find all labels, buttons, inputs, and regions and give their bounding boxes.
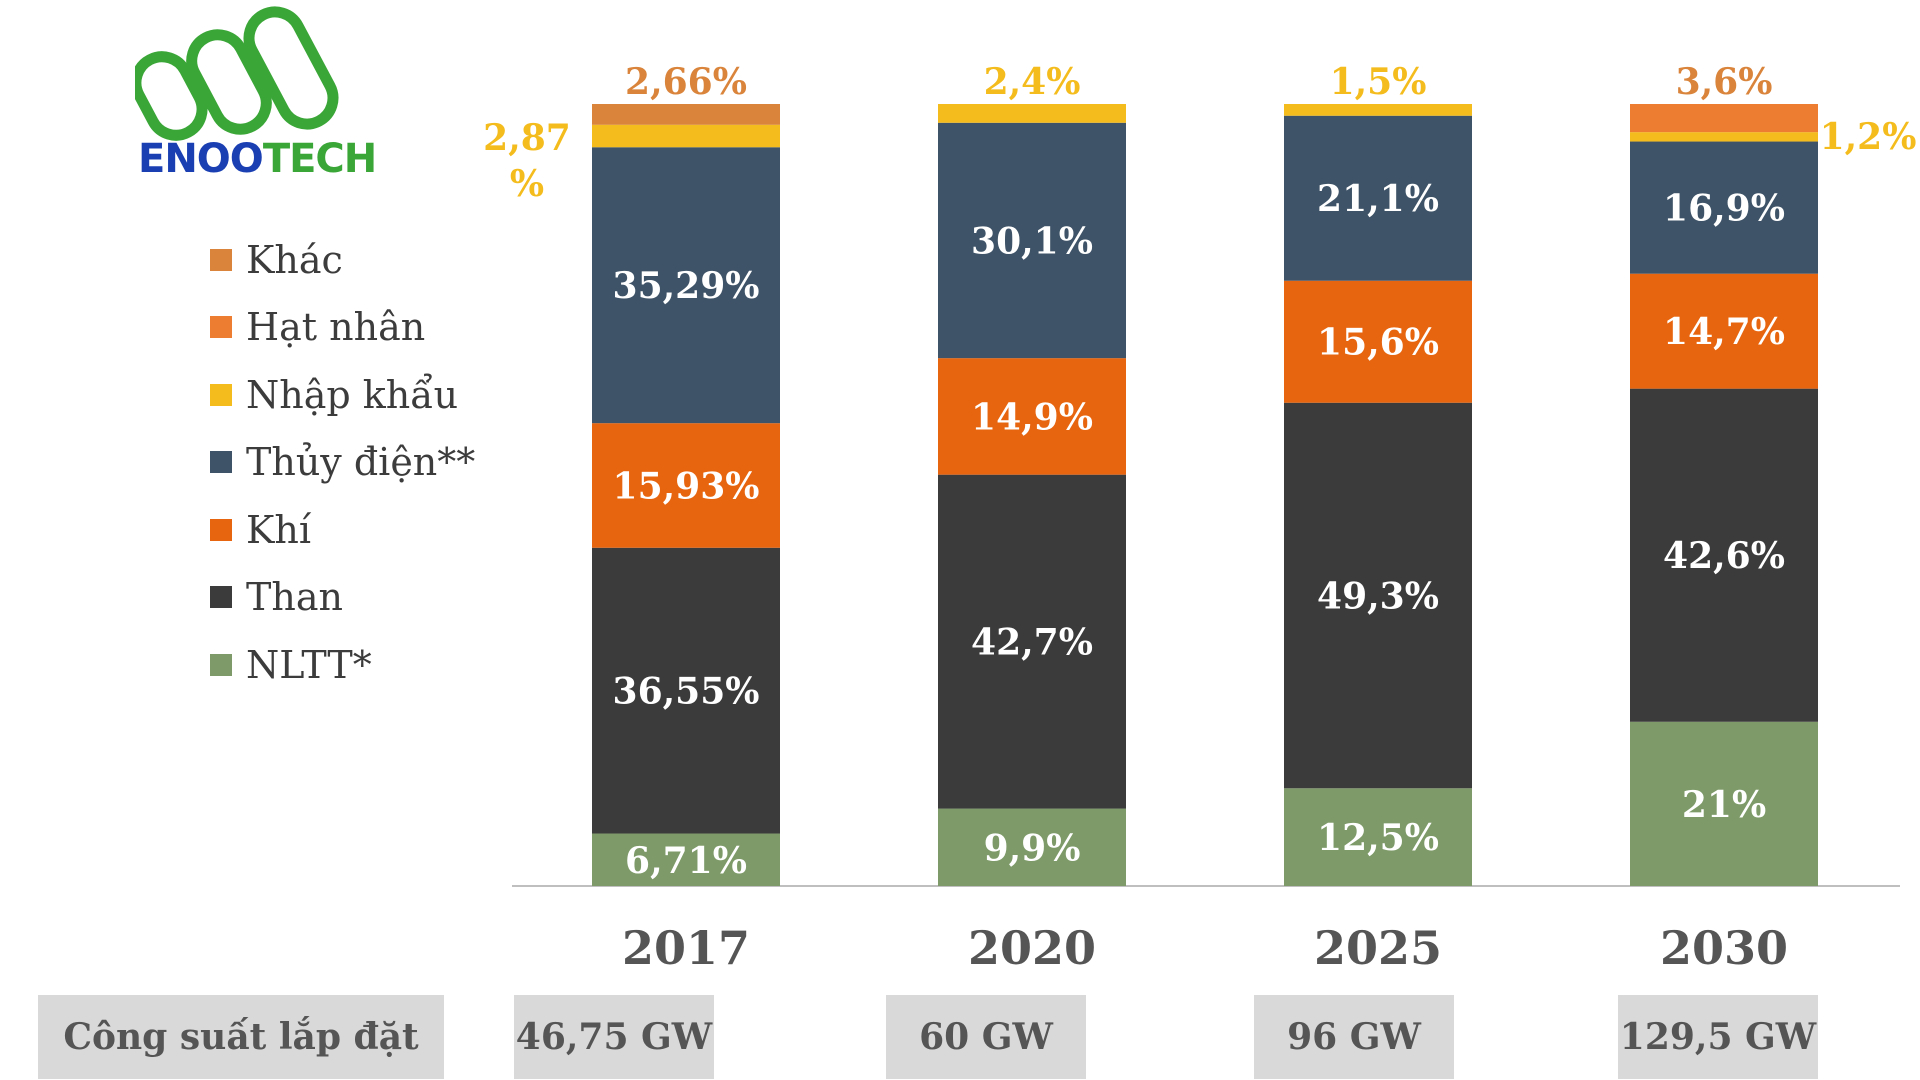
data-label-2017-nh-p-kh-u-line2: % (510, 163, 544, 205)
legend-label-thuy-dien: Thủy điện** (246, 440, 476, 485)
legend-label-hat-nhan: Hạt nhân (246, 305, 426, 350)
bar-segment-2020-nh-p-kh-u (938, 104, 1126, 123)
data-label-2020-th-y-i-n: 30,1% (971, 220, 1093, 262)
data-label-2025-th-y-i-n: 21,1% (1317, 178, 1439, 220)
logo-text-enoo: ENOO (138, 136, 264, 182)
legend-label-khi: Khí (246, 507, 312, 552)
bar-segment-2017-th-y-i-n (592, 147, 780, 424)
legend-label-nltt: NLTT* (246, 642, 372, 687)
data-label-2020-than: 42,7% (971, 622, 1093, 664)
data-label-2017-kh-c: 2,66% (625, 61, 747, 103)
data-label-2017-kh: 15,93% (613, 465, 760, 507)
bar-segment-2030-than (1630, 388, 1818, 722)
bar-segment-2025-nltt (1284, 788, 1472, 886)
data-label-2020-nh-p-kh-u: 2,4% (984, 61, 1081, 103)
legend-item-thuy-dien: Thủy điện** (210, 429, 475, 497)
legend-swatch-hat-nhan (210, 316, 232, 339)
legend-item-hat-nhan: Hạt nhân (210, 294, 475, 362)
bar-segment-2020-kh (938, 358, 1126, 475)
bar-segment-2030-th-y-i-n (1630, 141, 1818, 274)
data-label-2017-th-y-i-n: 35,29% (613, 265, 760, 307)
data-label-2025-kh: 15,6% (1317, 322, 1439, 364)
data-label-2030-nh-p-kh-u: 1,2% (1820, 116, 1917, 158)
x-tick-label-2030: 2030 (1660, 921, 1788, 975)
legend-swatch-nltt (210, 653, 232, 676)
bar-segment-2020-than (938, 474, 1126, 809)
bar-segment-2030-kh (1630, 273, 1818, 389)
data-label-2030-kh: 14,7% (1663, 311, 1785, 353)
legend-swatch-khac (210, 248, 232, 271)
data-label-2025-than: 49,3% (1317, 575, 1439, 617)
bar-segment-2020-th-y-i-n (938, 122, 1126, 359)
legend-swatch-khi (210, 518, 232, 541)
bar-segment-2020-nltt (938, 808, 1126, 886)
legend-item-nltt: NLTT* (210, 631, 475, 699)
capacity-row-label: Công suất lắp đặt (38, 995, 444, 1079)
data-label-2017-nltt: 6,71% (625, 840, 747, 882)
legend-label-khac: Khác (246, 237, 343, 282)
chart-legend: Khác Hạt nhân Nhập khẩu Thủy điện** Khí … (210, 226, 475, 699)
data-label-2020-nltt: 9,9% (984, 827, 1081, 869)
bar-segment-2017-than (592, 547, 780, 834)
data-label-2030-h-t-nh-n: 3,6% (1676, 61, 1773, 103)
bar-segment-2030-h-t-nh-n (1630, 104, 1818, 133)
legend-item-nhap-khau: Nhập khẩu (210, 361, 475, 429)
enootech-logo-icon (135, 6, 339, 141)
data-label-2030-than: 42,6% (1663, 535, 1785, 577)
bar-segment-2030-nltt (1630, 721, 1818, 886)
x-tick-label-2017: 2017 (622, 921, 750, 975)
bar-segment-2025-nh-p-kh-u (1284, 104, 1472, 116)
legend-swatch-than (210, 586, 232, 609)
bar-segment-2025-th-y-i-n (1284, 115, 1472, 281)
logo-wordmark: ENOOTECH (138, 136, 377, 182)
data-label-2017-nh-p-kh-u-line1: 2,87 (483, 117, 571, 159)
legend-item-than: Than (210, 564, 475, 632)
capacity-value-2020: 60 GW (886, 995, 1086, 1079)
data-label-2020-kh: 14,9% (971, 396, 1093, 438)
legend-item-khi: Khí (210, 496, 475, 564)
legend-swatch-nhap-khau (210, 383, 232, 406)
bar-segment-2025-than (1284, 402, 1472, 789)
legend-label-than: Than (246, 575, 343, 620)
bar-segment-2017-nh-p-kh-u (592, 124, 780, 148)
data-label-2025-nltt: 12,5% (1317, 817, 1439, 859)
data-label-2025-nh-p-kh-u: 1,5% (1330, 61, 1427, 103)
bar-segment-2025-kh (1284, 280, 1472, 403)
bar-segment-2017-kh (592, 423, 780, 548)
x-tick-label-2025: 2025 (1314, 921, 1442, 975)
data-label-2030-th-y-i-n: 16,9% (1663, 188, 1785, 230)
capacity-value-2030: 129,5 GW (1618, 995, 1818, 1079)
bar-segment-2017-nltt (592, 833, 780, 886)
data-label-2030-nltt: 21% (1682, 784, 1766, 826)
legend-label-nhap-khau: Nhập khẩu (246, 372, 459, 417)
bar-segment-2030-nh-p-kh-u (1630, 132, 1818, 142)
bar-segment-2017-kh-c (592, 104, 780, 125)
logo-text-tech: TECH (262, 136, 377, 182)
legend-swatch-thuy-dien (210, 451, 232, 474)
capacity-value-2017: 46,75 GW (514, 995, 714, 1079)
capacity-value-2025: 96 GW (1254, 995, 1454, 1079)
legend-item-khac: Khác (210, 226, 475, 294)
x-tick-label-2020: 2020 (968, 921, 1096, 975)
data-label-2017-than: 36,55% (613, 671, 760, 713)
